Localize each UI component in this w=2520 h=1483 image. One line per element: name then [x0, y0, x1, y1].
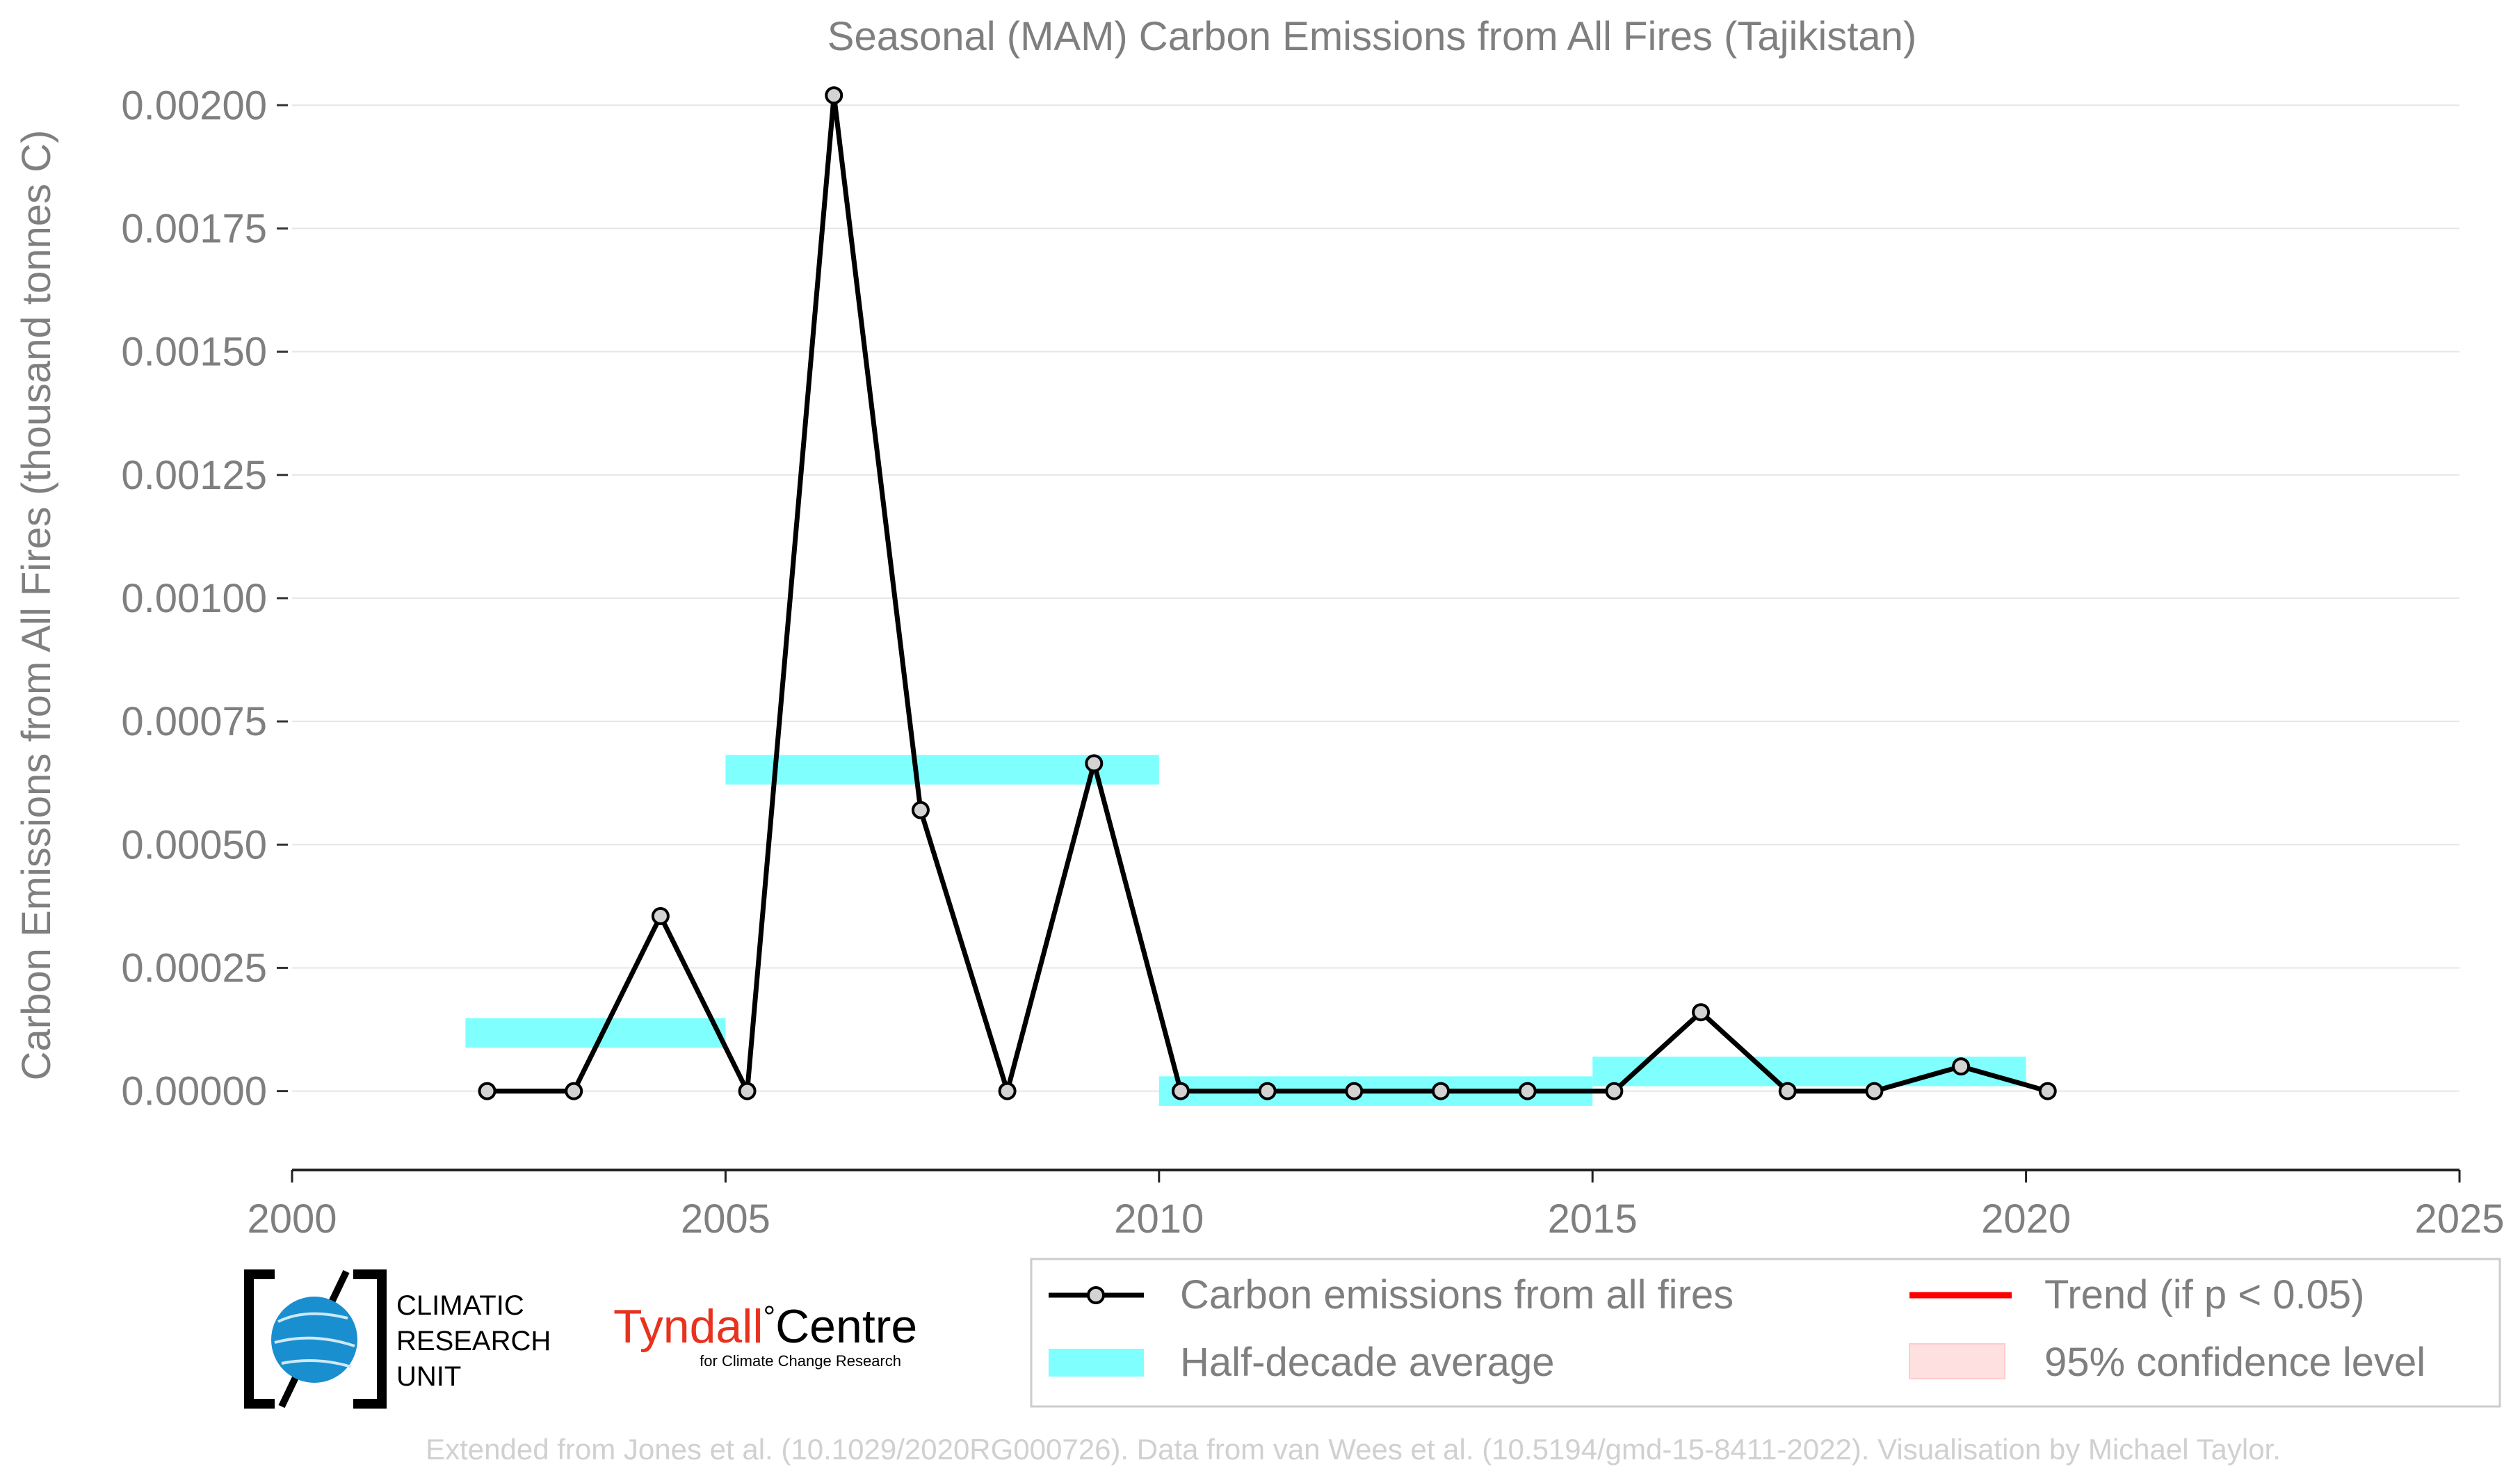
y-tick-label: 0.00175	[121, 206, 267, 251]
y-tick-label: 0.00075	[121, 699, 267, 744]
chart-title: Seasonal (MAM) Carbon Emissions from All…	[827, 14, 1916, 59]
cru-logo-line2: RESEARCH	[396, 1326, 551, 1356]
emissions-point	[825, 86, 843, 105]
tyndall-logo-subtitle: for Climate Change Research	[700, 1352, 901, 1370]
y-tick-label: 0.00150	[121, 330, 267, 375]
emissions-point	[998, 1082, 1017, 1100]
legend-confidence-swatch	[1909, 1343, 2005, 1379]
emissions-point	[1692, 1003, 1711, 1022]
gridlines	[292, 104, 2460, 1092]
emissions-point	[1258, 1082, 1277, 1100]
emissions-point	[478, 1082, 496, 1100]
y-tick-label: 0.00000	[121, 1069, 267, 1114]
emissions-line	[487, 93, 2049, 1094]
emissions-point	[1171, 1082, 1190, 1100]
legend-label-emissions: Carbon emissions from all fires	[1180, 1272, 1734, 1317]
y-tick-label: 0.00025	[121, 945, 267, 991]
emissions-point	[1345, 1082, 1364, 1100]
emissions-point	[911, 801, 930, 819]
emissions-points	[478, 86, 2057, 1100]
legend-label-average: Half-decade average	[1180, 1340, 1554, 1385]
x-axis: 2000 2005 2010 2015 2020 2025	[247, 1169, 2505, 1242]
y-tick-label: 0.00200	[121, 83, 267, 128]
emissions-point	[1865, 1082, 1884, 1100]
cru-logo-right-bracket	[353, 1269, 387, 1409]
emissions-point	[1605, 1082, 1624, 1100]
emissions-point	[2038, 1082, 2057, 1100]
emissions-line-series	[487, 93, 2049, 1094]
tyndall-logo-name: Tyndall°Centre	[613, 1300, 917, 1353]
legend-marker-swatch	[1087, 1286, 1105, 1304]
emissions-point	[651, 907, 670, 926]
y-tick-label: 0.00100	[121, 576, 267, 621]
x-tick-label: 2000	[247, 1196, 337, 1242]
y-axis-ticks: 0.00000 0.00025 0.00050 0.00075 0.00100 0.001…	[121, 83, 288, 1114]
y-axis-label: Carbon Emissions from All Fires (thousan…	[14, 130, 59, 1081]
cru-logo-line3: UNIT	[396, 1361, 461, 1392]
x-tick-label: 2020	[1981, 1196, 2071, 1242]
legend-average-swatch	[1049, 1349, 1144, 1377]
cru-logo: CLIMATIC RESEARCH UNIT	[244, 1269, 551, 1409]
cru-logo-line1: CLIMATIC	[396, 1290, 524, 1321]
x-tick-label: 2015	[1548, 1196, 1638, 1242]
legend-label-confidence: 95% confidence level	[2044, 1340, 2425, 1385]
y-tick-label: 0.00050	[121, 822, 267, 867]
emissions-point	[1085, 754, 1104, 773]
cru-logo-left-bracket	[244, 1269, 275, 1409]
globe-lines-icon	[274, 1312, 355, 1368]
emissions-point	[1778, 1082, 1797, 1100]
legend-label-trend: Trend (if p < 0.05)	[2044, 1272, 2364, 1317]
emissions-point	[1432, 1082, 1451, 1100]
half-decade-average-bars	[465, 755, 2026, 1106]
x-tick-label: 2025	[2414, 1196, 2504, 1242]
legend-frame	[1030, 1258, 2501, 1408]
legend: Carbon emissions from all fires Half-dec…	[1030, 1258, 2501, 1408]
tyndall-logo-name-part2: Centre	[775, 1300, 917, 1353]
tyndall-logo-degree: °	[763, 1300, 775, 1334]
tyndall-logo-name-part1: Tyndall	[613, 1300, 763, 1353]
x-tick-label: 2005	[681, 1196, 770, 1242]
x-tick-label: 2010	[1114, 1196, 1204, 1242]
emissions-point	[1952, 1057, 1971, 1076]
y-tick-label: 0.00125	[121, 453, 267, 498]
tyndall-logo: Tyndall°Centre for Climate Change Resear…	[613, 1300, 917, 1370]
emissions-point	[1518, 1082, 1537, 1100]
emissions-point	[565, 1082, 583, 1100]
footer-credit: Extended from Jones et al. (10.1029/2020…	[426, 1433, 2281, 1466]
emissions-point	[738, 1082, 757, 1100]
